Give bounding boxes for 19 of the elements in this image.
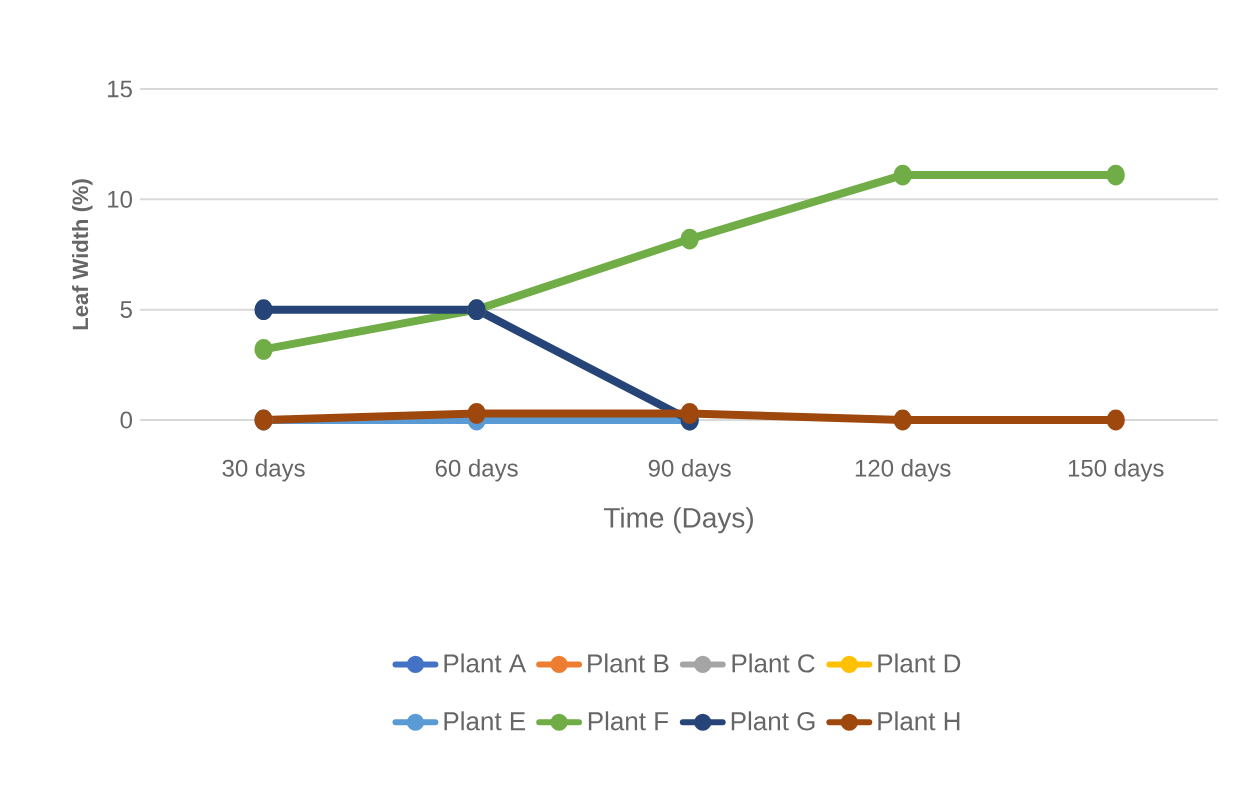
legend-label: Plant E [444,711,526,731]
x-tick-label: 60 days [435,459,518,482]
y-tick-label: 15 [108,80,132,98]
y-axis-title: Leaf Width (%) [72,179,93,330]
legend-label: Plant D [878,653,961,673]
x-tick-label: 30 days [222,459,305,482]
legend-label: Plant C [732,653,815,673]
x-tick-label: 120 days [855,459,951,482]
legend-label: Plant B [588,653,669,673]
x-tick-label: 150 days [1068,459,1164,482]
x-axis-title: Time (Days) [603,507,753,534]
x-tick-label: 90 days [648,459,731,482]
legend-label: Plant H [878,711,960,731]
y-tick-label: 0 [120,411,133,429]
legend-label: Plant A [444,653,527,673]
y-tick-label: 5 [120,301,132,319]
legend-label: Plant F [588,711,669,731]
legend-label: Plant G [731,711,815,731]
y-tick-label: 10 [108,190,133,208]
